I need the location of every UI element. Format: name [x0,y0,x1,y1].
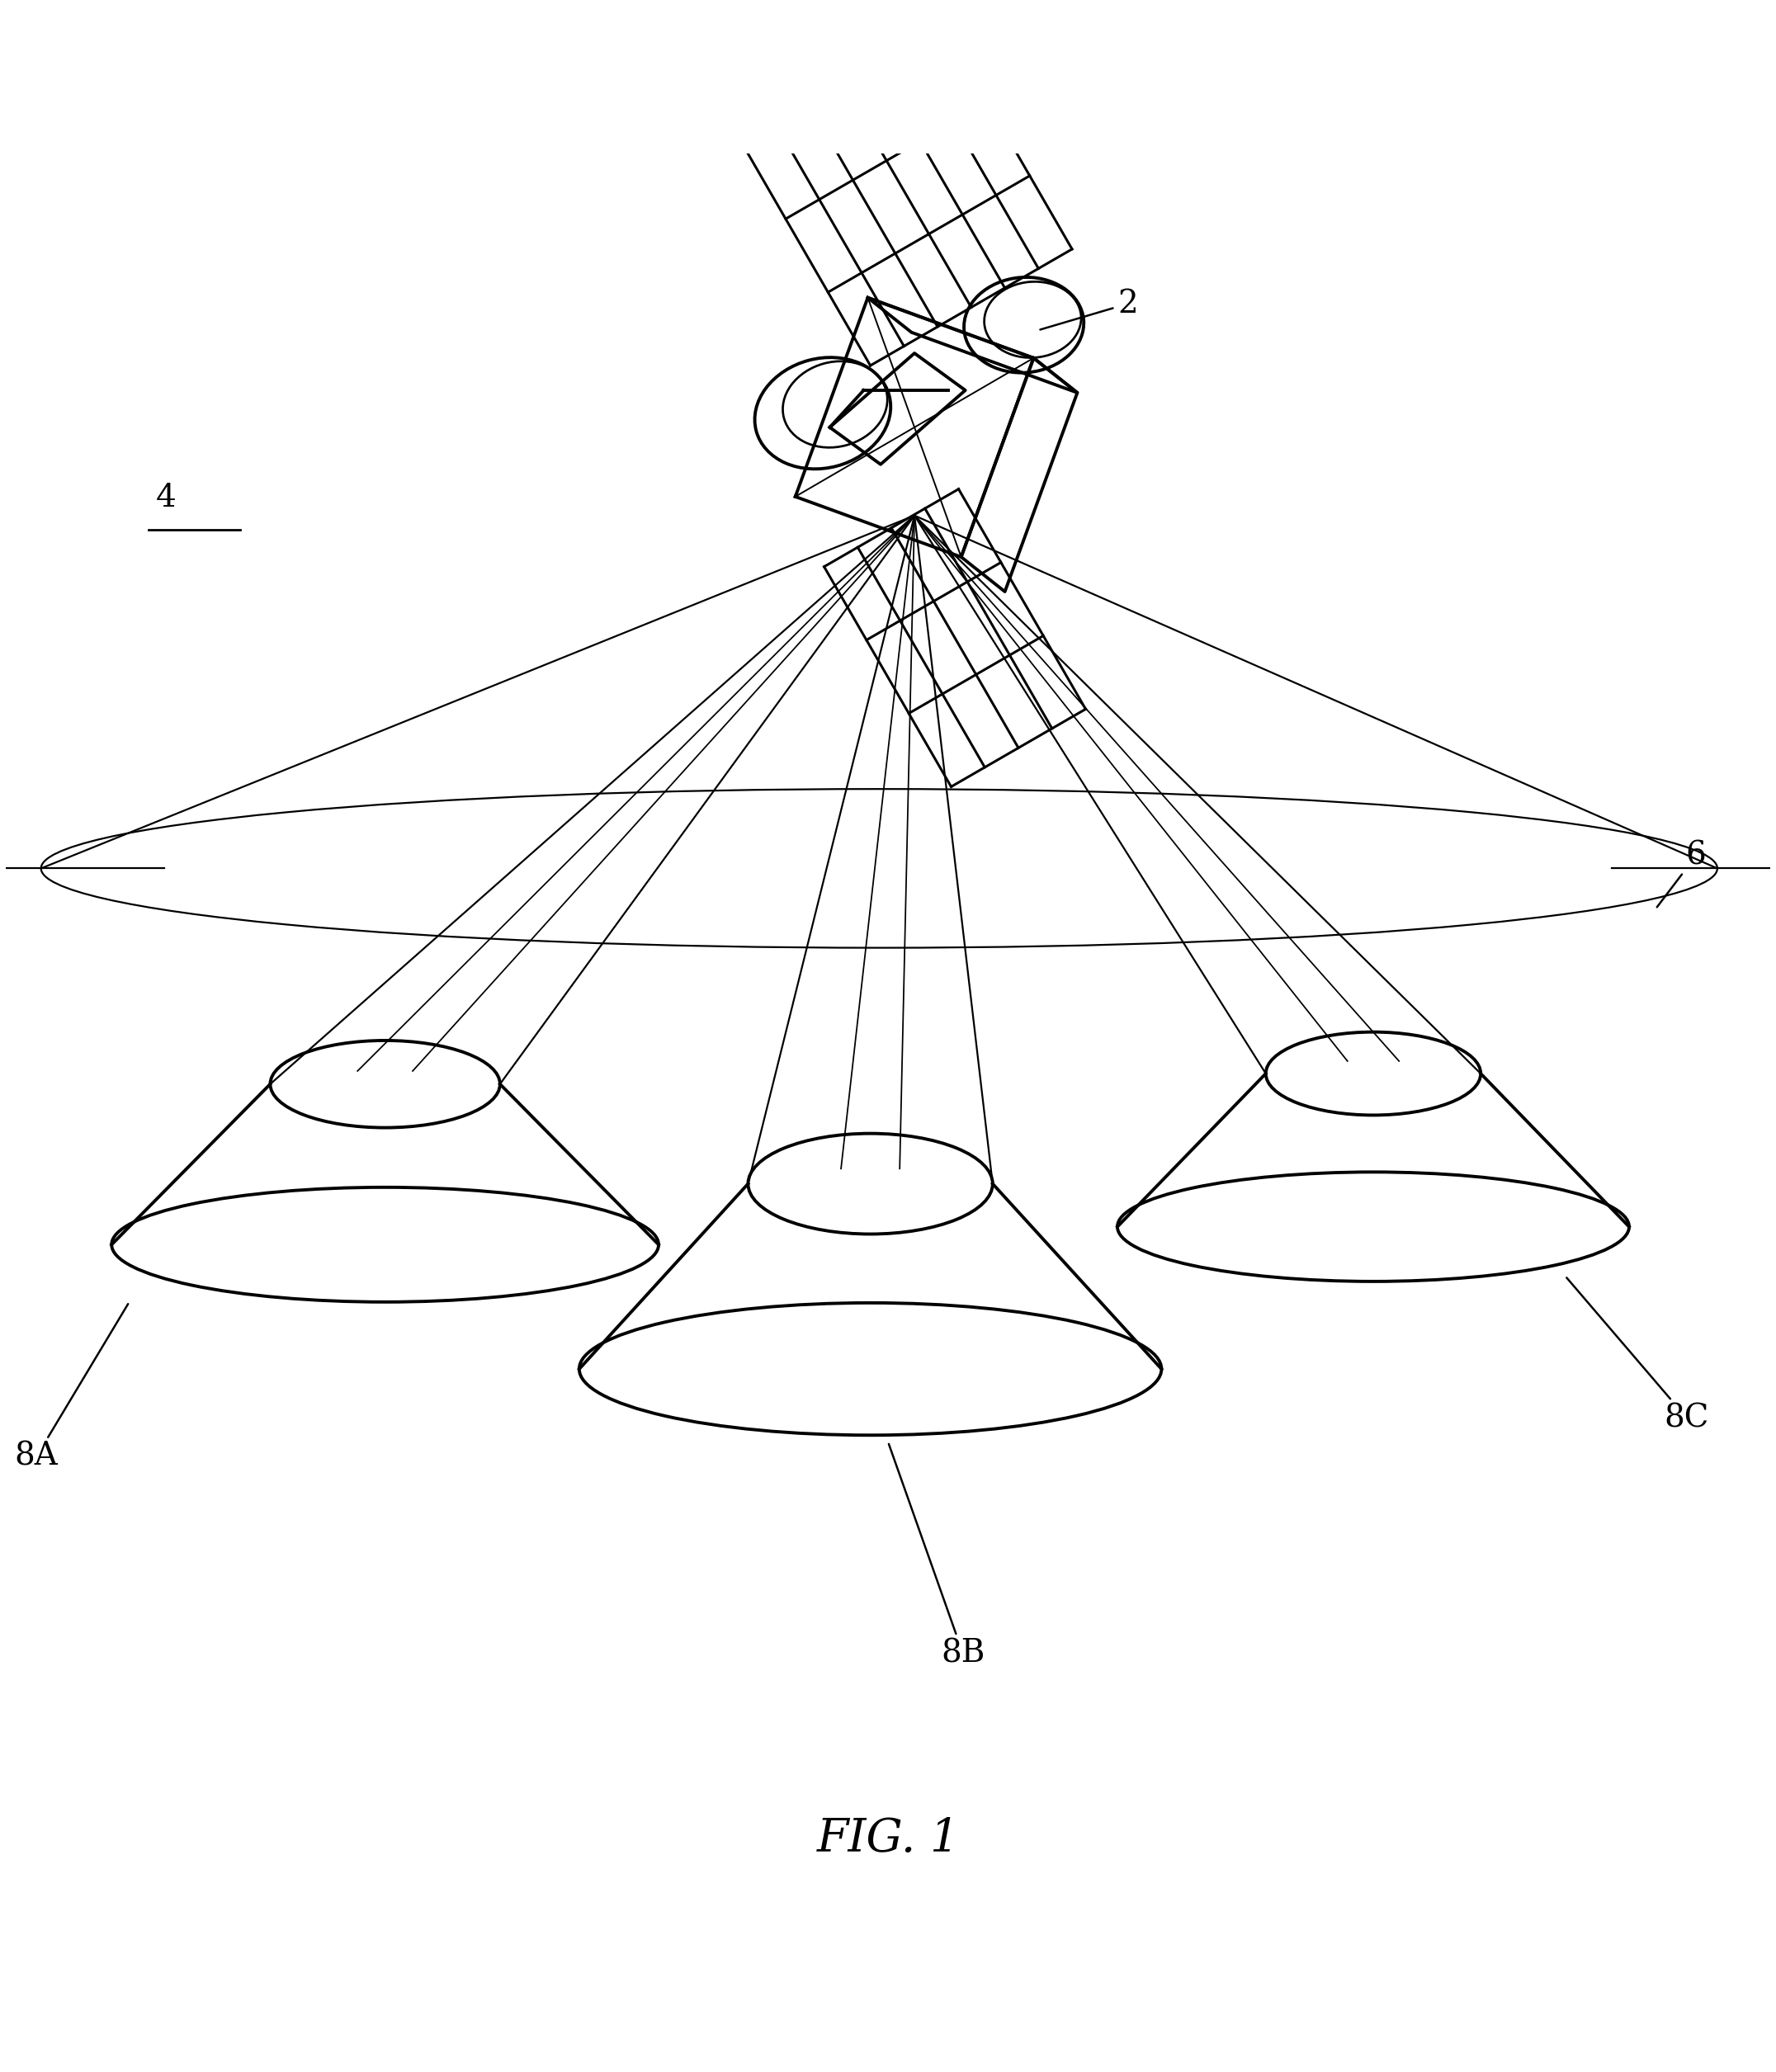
Text: 6: 6 [1657,841,1707,908]
Text: 8B: 8B [888,1444,986,1668]
Text: 4: 4 [156,483,176,514]
Text: 2: 2 [1041,288,1138,329]
Text: 8A: 8A [14,1303,128,1471]
Text: FIG. 1: FIG. 1 [817,1817,959,1861]
Text: 8C: 8C [1566,1278,1709,1434]
